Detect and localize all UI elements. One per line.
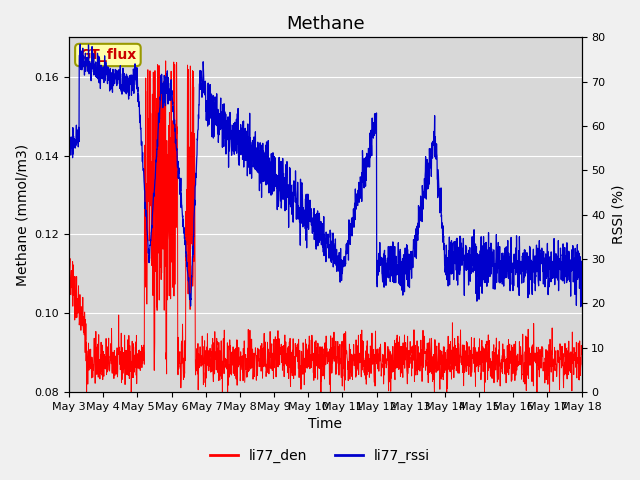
li77_rssi <box>577 304 584 310</box>
li77_rssi <box>532 242 540 248</box>
li77_rssi <box>351 217 359 223</box>
li77_den <box>162 58 170 64</box>
Y-axis label: Methane (mmol/m3): Methane (mmol/m3) <box>15 144 29 286</box>
li77_den <box>351 366 359 372</box>
li77_rssi <box>578 303 586 309</box>
li77_rssi <box>474 271 482 277</box>
li77_rssi <box>76 41 84 47</box>
li77_den <box>127 389 135 395</box>
li77_rssi <box>547 264 555 270</box>
li77_den <box>578 351 586 357</box>
X-axis label: Time: Time <box>308 418 342 432</box>
Title: Methane: Methane <box>286 15 365 33</box>
Y-axis label: RSSI (%): RSSI (%) <box>611 185 625 244</box>
Line: li77_den: li77_den <box>69 61 582 392</box>
li77_den <box>209 353 216 359</box>
li77_den <box>340 361 348 367</box>
li77_den <box>65 284 73 290</box>
li77_den <box>474 369 482 374</box>
Legend: li77_den, li77_rssi: li77_den, li77_rssi <box>204 443 436 468</box>
Line: li77_rssi: li77_rssi <box>69 44 582 307</box>
Text: GT_flux: GT_flux <box>79 48 136 62</box>
li77_rssi <box>340 260 348 265</box>
li77_rssi <box>209 123 216 129</box>
li77_rssi <box>65 159 73 165</box>
li77_den <box>547 348 555 354</box>
li77_den <box>533 351 541 357</box>
